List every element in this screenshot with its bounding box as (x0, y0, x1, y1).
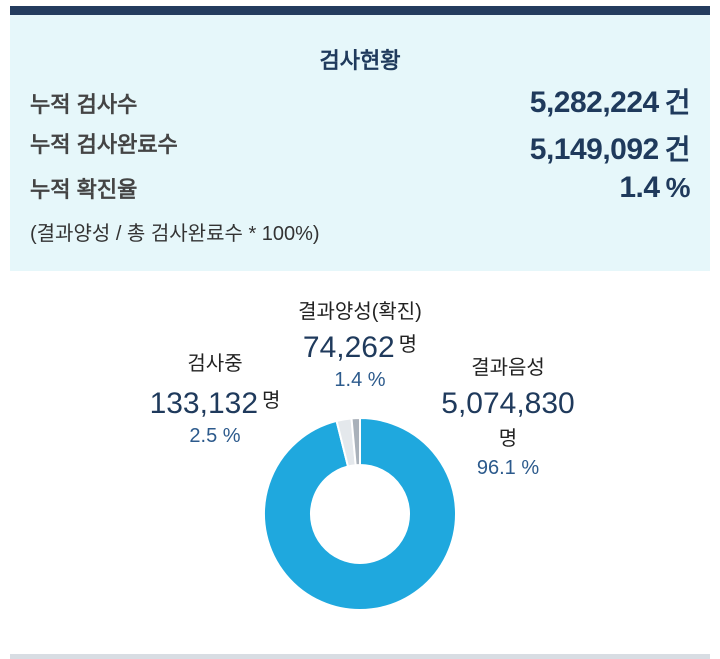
label-positive-name: 결과양성(확진) (298, 301, 422, 323)
positive-rate-number: 1.4 (619, 171, 660, 204)
label-negative-number: 5,074,830 (441, 387, 575, 420)
label-in-progress: 검사중 133,132 명 2.5 % (120, 347, 310, 448)
cumulative-completed-value: 5,149,092 건 (529, 128, 691, 168)
cumulative-tests-number: 5,282,224 (529, 86, 659, 119)
label-positive-percent: 1.4 % (334, 369, 386, 391)
label-positive: 결과양성(확진) 74,262 명 1.4 % (250, 295, 470, 392)
positive-rate-unit: % (665, 172, 691, 203)
cumulative-completed-unit: 건 (664, 134, 691, 165)
label-positive-value: 74,262 명 (250, 328, 470, 365)
label-positive-number: 74,262 (302, 331, 395, 364)
label-negative-percent: 96.1 % (476, 457, 540, 479)
header-bar (10, 6, 710, 15)
cumulative-tests-unit: 건 (664, 87, 691, 118)
label-positive-unit: 명 (398, 334, 418, 356)
cumulative-tests-value: 5,282,224 건 (529, 81, 691, 121)
positive-rate-formula-note: (결과양성 / 총 검사완료수 * 100%) (30, 223, 320, 245)
label-in-progress-value: 133,132 명 (120, 384, 310, 421)
slice-positive (350, 416, 361, 467)
positive-rate-label: 누적 확진율 (30, 177, 138, 202)
test-summary-panel: 검사현황 누적 검사수 5,282,224 건 누적 검사완료수 5,149,09… (10, 15, 710, 271)
label-negative-unit: 명 (498, 428, 518, 450)
label-in-progress-unit: 명 (262, 390, 281, 412)
positive-rate-value: 1.4% (619, 171, 690, 205)
label-negative-name: 결과음성 (471, 357, 545, 379)
cumulative-tests-label: 누적 검사수 (30, 92, 138, 117)
summary-title: 검사현황 (319, 48, 401, 73)
cumulative-completed-label: 누적 검사완료수 (30, 132, 178, 157)
label-in-progress-percent: 2.5 % (189, 425, 241, 447)
test-result-chart: 결과양성(확진) 74,262 명 1.4 % 검사중 133,132 명 2.5 … (0, 271, 720, 659)
label-in-progress-name: 검사중 (187, 353, 243, 375)
donut-chart (263, 416, 457, 611)
label-in-progress-number: 133,132 (149, 387, 259, 420)
cumulative-completed-number: 5,149,092 (529, 133, 659, 166)
bottom-divider (10, 654, 710, 659)
slice-negative (263, 416, 457, 611)
label-negative: 결과음성 5,074,830 명 96.1 % (418, 351, 598, 480)
